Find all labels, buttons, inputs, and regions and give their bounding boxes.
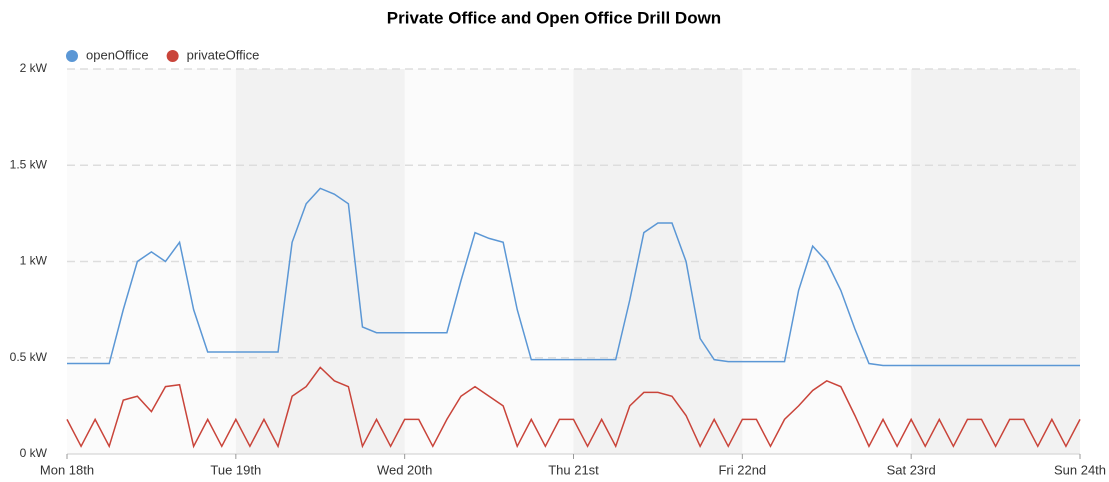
- y-tick-label: 0.5 kW: [10, 350, 48, 364]
- x-tick-label: Sat 23rd: [887, 462, 936, 477]
- x-tick-label: Sun 24th: [1054, 462, 1106, 477]
- legend-label: privateOffice: [187, 47, 260, 62]
- series-line: [66, 366, 1081, 449]
- legend-label: openOffice: [86, 47, 149, 62]
- legend-marker: [66, 50, 78, 62]
- series-line: [67, 187, 1080, 367]
- x-tick-label: Thu 21st: [548, 462, 599, 477]
- y-tick-label: 1.5 kW: [10, 157, 48, 171]
- y-tick-label: 1 kW: [20, 254, 48, 268]
- y-tick-label: 0 kW: [20, 446, 48, 460]
- x-tick-label: Fri 22nd: [718, 462, 766, 477]
- y-tick-label: 2 kW: [20, 61, 48, 75]
- x-tick-label: Tue 19th: [210, 462, 261, 477]
- x-tick-label: Mon 18th: [40, 462, 94, 477]
- x-tick-label: Wed 20th: [377, 462, 432, 477]
- legend-marker: [166, 50, 179, 62]
- chart-title: Private Office and Open Office Drill Dow…: [387, 8, 721, 27]
